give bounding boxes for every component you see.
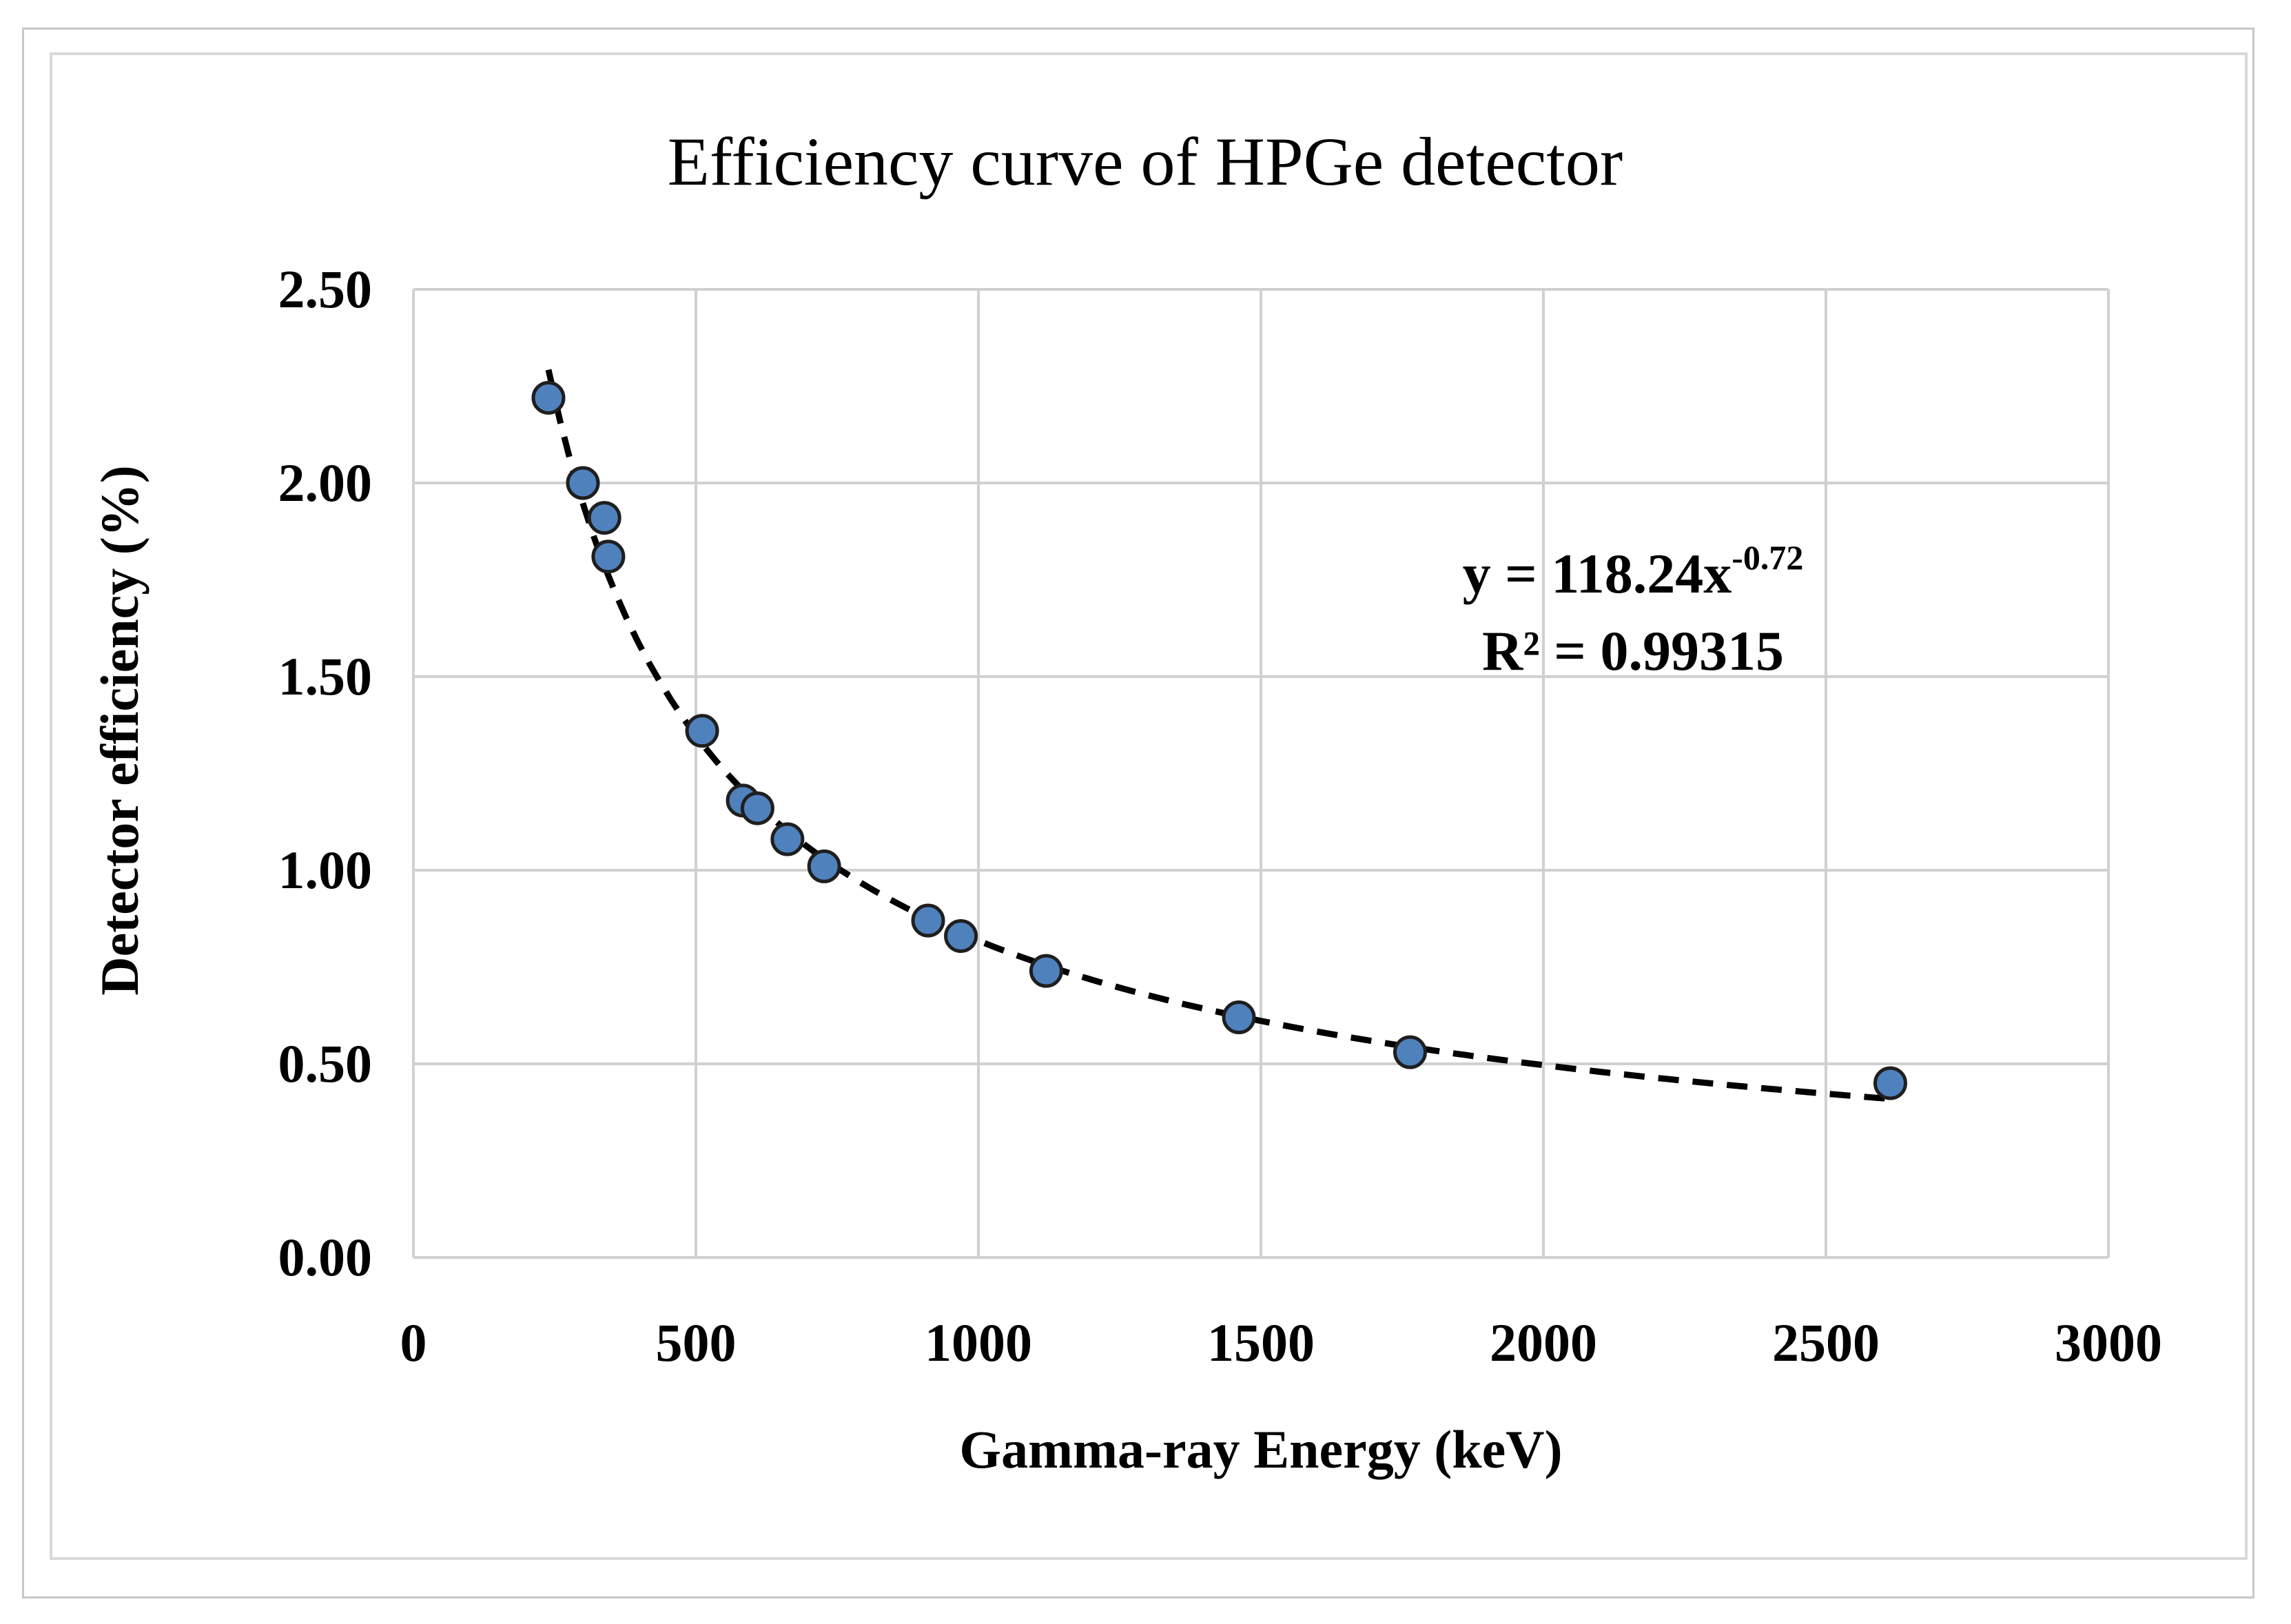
x-axis-label: Gamma-ray Energy (keV) <box>959 1419 1562 1479</box>
data-point <box>1393 1035 1427 1069</box>
x-tick-label: 1500 <box>1207 1313 1315 1373</box>
power-trendline <box>545 369 1891 1102</box>
data-point <box>911 903 945 938</box>
data-points <box>531 380 1907 1100</box>
trendline-equation-exponent: -0.72 <box>1732 538 1803 577</box>
chart-title: Efficiency curve of HPGe detector <box>668 123 1623 200</box>
data-point <box>591 539 626 574</box>
y-tick-label: 1.50 <box>278 646 373 706</box>
data-point <box>944 919 978 954</box>
y-tick-labels: 0.00 0.50 1.00 1.50 2.00 2.50 <box>278 259 373 1287</box>
chart-area <box>50 52 2248 1560</box>
data-point <box>1873 1066 1907 1100</box>
x-tick-labels: 0 500 1000 1500 2000 2500 3000 <box>400 1313 2163 1373</box>
y-axis-label: Detector efficiency (%) <box>90 465 150 995</box>
trendline-equation-base: y = 118.24x <box>1463 542 1732 605</box>
x-tick-label: 1000 <box>925 1313 1032 1373</box>
data-point <box>1029 954 1063 988</box>
y-tick-label: 1.00 <box>278 840 373 900</box>
x-tick-label: 500 <box>656 1313 737 1373</box>
trendline-equation: y = 118.24x-0.72 <box>1463 538 1804 605</box>
grid-lines <box>412 288 2110 1259</box>
data-point <box>566 466 600 500</box>
data-point <box>1222 1000 1256 1035</box>
x-tick-label: 2500 <box>1772 1313 1880 1373</box>
x-tick-label: 2000 <box>1490 1313 1597 1373</box>
y-tick-label: 2.00 <box>278 453 373 513</box>
y-tick-label: 0.50 <box>278 1034 373 1093</box>
data-point <box>740 791 774 825</box>
x-tick-label: 0 <box>400 1313 427 1373</box>
y-tick-label: 0.00 <box>278 1227 373 1287</box>
data-point <box>770 822 805 856</box>
data-point <box>587 501 621 535</box>
trendline-r-squared: R² = 0.99315 <box>1482 619 1784 682</box>
data-point <box>685 714 719 748</box>
data-point <box>531 380 566 415</box>
y-tick-label: 2.50 <box>278 259 373 319</box>
data-point <box>807 849 841 883</box>
x-tick-label: 3000 <box>2055 1313 2162 1373</box>
